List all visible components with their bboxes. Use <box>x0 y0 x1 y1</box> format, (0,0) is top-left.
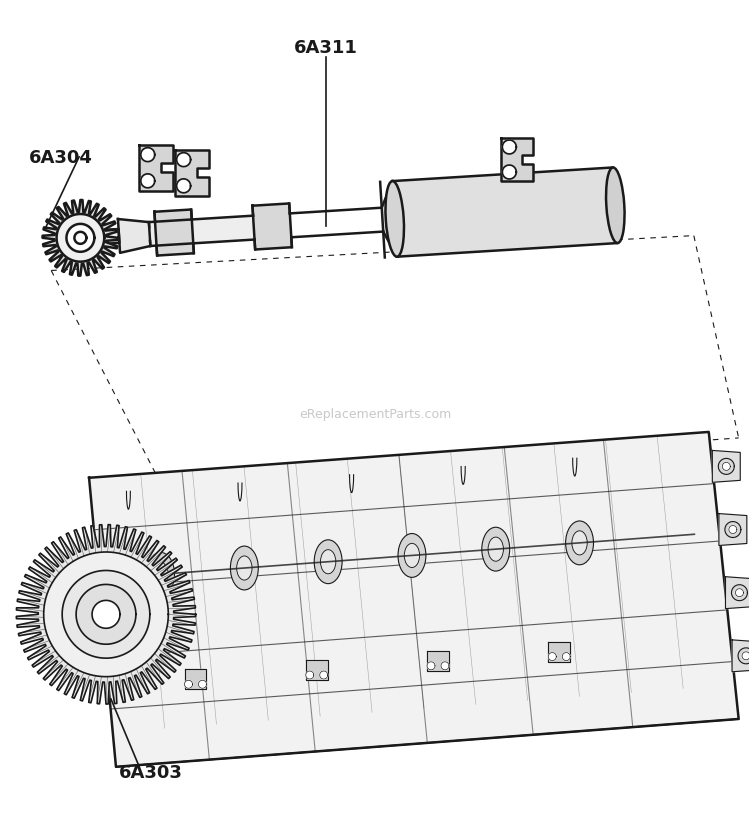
Polygon shape <box>742 652 750 660</box>
Polygon shape <box>184 669 206 689</box>
Ellipse shape <box>488 537 503 562</box>
Polygon shape <box>712 451 740 482</box>
Polygon shape <box>118 219 151 253</box>
Polygon shape <box>177 153 190 166</box>
Polygon shape <box>44 552 168 676</box>
Polygon shape <box>392 167 618 256</box>
Text: 6A311: 6A311 <box>294 39 358 57</box>
Ellipse shape <box>237 556 252 580</box>
Polygon shape <box>548 653 556 661</box>
Polygon shape <box>427 662 435 670</box>
Polygon shape <box>441 662 449 670</box>
Polygon shape <box>62 571 150 658</box>
Ellipse shape <box>566 521 593 565</box>
Polygon shape <box>89 432 739 767</box>
Polygon shape <box>736 589 743 596</box>
Polygon shape <box>74 232 86 244</box>
Polygon shape <box>43 200 118 275</box>
Polygon shape <box>718 458 734 475</box>
Polygon shape <box>140 145 173 191</box>
Ellipse shape <box>482 528 510 571</box>
Polygon shape <box>141 148 154 161</box>
Polygon shape <box>562 653 570 661</box>
Polygon shape <box>253 203 292 250</box>
Text: 6A304: 6A304 <box>29 149 93 167</box>
Ellipse shape <box>146 552 175 596</box>
Ellipse shape <box>314 540 342 584</box>
Ellipse shape <box>230 546 258 590</box>
Polygon shape <box>729 525 736 533</box>
Ellipse shape <box>404 543 419 567</box>
Ellipse shape <box>320 550 336 574</box>
Polygon shape <box>100 229 119 244</box>
Polygon shape <box>16 524 196 704</box>
Text: 6A303: 6A303 <box>119 764 183 782</box>
Polygon shape <box>548 642 570 662</box>
Polygon shape <box>306 671 314 679</box>
Polygon shape <box>503 140 516 154</box>
Text: eReplacementParts.com: eReplacementParts.com <box>298 409 452 422</box>
Polygon shape <box>154 209 194 256</box>
Ellipse shape <box>572 531 587 555</box>
Polygon shape <box>719 514 747 546</box>
Polygon shape <box>67 224 94 251</box>
Polygon shape <box>85 230 101 244</box>
Polygon shape <box>149 216 254 246</box>
Polygon shape <box>199 681 206 688</box>
Polygon shape <box>382 181 397 256</box>
Polygon shape <box>306 660 328 680</box>
Polygon shape <box>177 179 190 193</box>
Ellipse shape <box>398 533 426 577</box>
Polygon shape <box>725 576 750 609</box>
Polygon shape <box>176 150 209 196</box>
Polygon shape <box>76 585 136 644</box>
Polygon shape <box>725 522 741 538</box>
Polygon shape <box>56 214 104 261</box>
Polygon shape <box>501 137 533 181</box>
Polygon shape <box>184 681 193 688</box>
Polygon shape <box>141 174 154 188</box>
Polygon shape <box>738 648 750 664</box>
Polygon shape <box>503 165 516 179</box>
Ellipse shape <box>386 181 404 256</box>
Ellipse shape <box>606 167 625 243</box>
Polygon shape <box>320 671 328 679</box>
Polygon shape <box>92 600 120 629</box>
Ellipse shape <box>153 562 168 586</box>
Polygon shape <box>731 585 748 600</box>
Polygon shape <box>732 640 750 672</box>
Polygon shape <box>722 462 730 471</box>
Polygon shape <box>427 651 449 671</box>
